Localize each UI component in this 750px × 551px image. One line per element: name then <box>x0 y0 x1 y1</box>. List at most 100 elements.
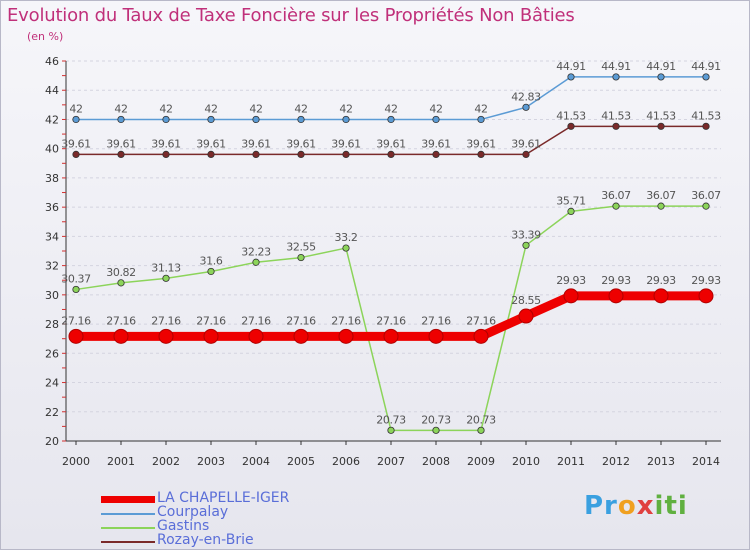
data-label: 31.13 <box>151 261 181 274</box>
data-point <box>252 150 260 158</box>
data-label: 41.53 <box>601 109 631 122</box>
data-label: 29.93 <box>556 274 586 287</box>
y-tick-label: 42 <box>45 113 59 126</box>
proxiti-logo: Proxiti <box>584 491 688 521</box>
x-tick-label: 2004 <box>242 455 270 468</box>
x-tick-label: 2009 <box>467 455 495 468</box>
data-label: 42 <box>249 102 262 115</box>
data-point <box>383 328 399 344</box>
y-tick-label: 34 <box>45 230 59 243</box>
legend-label: LA CHAPELLE-IGER <box>157 490 290 506</box>
data-label: 39.61 <box>151 137 181 150</box>
logo-part: Pr <box>584 491 618 521</box>
x-tick-label: 2014 <box>692 455 720 468</box>
x-tick-label: 2000 <box>62 455 90 468</box>
data-label: 39.61 <box>241 137 271 150</box>
data-label: 39.61 <box>286 137 316 150</box>
y-tick-label: 44 <box>45 84 59 97</box>
data-point <box>297 253 305 262</box>
data-label: 27.16 <box>241 314 271 327</box>
data-label: 42 <box>384 102 397 115</box>
data-point <box>608 288 624 304</box>
data-label: 39.61 <box>376 137 406 150</box>
data-point <box>252 258 260 266</box>
data-point <box>338 328 354 344</box>
data-point <box>162 150 170 158</box>
data-label: 36.07 <box>601 189 631 202</box>
data-label: 36.07 <box>691 189 721 202</box>
data-point <box>567 207 575 215</box>
data-label: 33.2 <box>335 231 358 244</box>
data-point <box>432 115 440 124</box>
data-label: 27.16 <box>61 314 91 327</box>
data-point <box>522 241 530 249</box>
legend-swatch <box>101 513 155 515</box>
logo-part: x <box>636 491 655 521</box>
y-tick-label: 32 <box>45 260 59 273</box>
data-label: 39.61 <box>61 137 91 150</box>
y-tick-label: 20 <box>45 435 59 448</box>
legend-label: Rozay-en-Brie <box>157 532 254 548</box>
data-label: 42 <box>339 102 352 115</box>
data-label: 35.71 <box>556 194 586 207</box>
data-label: 42.83 <box>511 90 541 103</box>
data-label: 31.6 <box>200 254 223 267</box>
chart-title: Evolution du Taux de Taxe Foncière sur l… <box>7 5 575 26</box>
data-label: 42 <box>294 102 307 115</box>
data-label: 39.61 <box>196 137 226 150</box>
data-point <box>657 202 665 210</box>
data-label: 20.73 <box>376 413 406 426</box>
y-tick-label: 22 <box>45 406 59 419</box>
data-point <box>342 115 350 124</box>
data-point <box>72 150 80 158</box>
data-point <box>207 267 215 276</box>
data-label: 20.73 <box>466 413 496 426</box>
data-point <box>117 279 125 287</box>
data-label: 39.61 <box>466 137 496 150</box>
legend-label: Gastins <box>157 518 210 534</box>
data-label: 27.16 <box>466 314 496 327</box>
data-label: 27.16 <box>106 314 136 327</box>
data-label: 28.55 <box>511 294 541 307</box>
data-point <box>522 150 530 158</box>
logo-part: o <box>617 491 637 521</box>
data-point <box>252 115 260 124</box>
data-label: 42 <box>204 102 217 115</box>
x-tick-label: 2012 <box>602 455 630 468</box>
data-label: 44.91 <box>691 60 721 73</box>
y-tick-label: 24 <box>45 377 59 390</box>
data-point <box>657 73 665 81</box>
data-point <box>293 328 309 344</box>
data-point <box>248 328 264 344</box>
data-label: 41.53 <box>646 109 676 122</box>
data-point <box>387 150 395 158</box>
data-label: 27.16 <box>286 314 316 327</box>
data-point <box>522 103 530 111</box>
data-label: 44.91 <box>646 60 676 73</box>
data-label: 30.82 <box>106 266 136 279</box>
data-label: 27.16 <box>376 314 406 327</box>
data-point <box>612 122 620 130</box>
data-point <box>72 285 80 294</box>
x-tick-label: 2008 <box>422 455 450 468</box>
data-point <box>207 115 215 124</box>
data-point <box>387 426 395 434</box>
data-point <box>657 122 665 130</box>
data-point <box>567 122 575 130</box>
data-label: 33.39 <box>511 228 541 241</box>
x-tick-label: 2001 <box>107 455 135 468</box>
data-point <box>72 115 80 124</box>
data-point <box>113 328 129 344</box>
data-label: 36.07 <box>646 189 676 202</box>
data-point <box>477 426 485 434</box>
data-point <box>702 122 710 130</box>
x-tick-label: 2006 <box>332 455 360 468</box>
data-point <box>473 328 489 344</box>
data-point <box>117 115 125 124</box>
data-point <box>653 288 669 304</box>
data-point <box>428 328 444 344</box>
data-label: 20.73 <box>421 413 451 426</box>
data-label: 42 <box>429 102 442 115</box>
data-point <box>518 308 534 324</box>
